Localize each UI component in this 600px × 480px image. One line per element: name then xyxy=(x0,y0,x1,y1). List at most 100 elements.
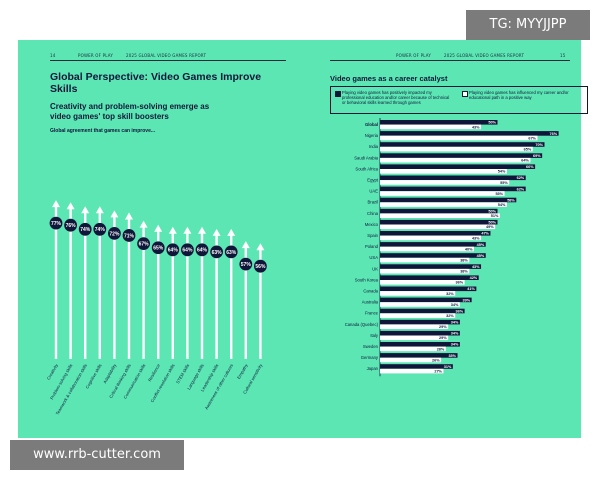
bar-value-label: 34% xyxy=(451,343,459,347)
bar-dark xyxy=(380,242,486,247)
bar-light xyxy=(380,202,507,207)
bar-dark xyxy=(380,253,486,258)
bar-value-label: 40% xyxy=(465,247,473,251)
bar-value-label: 55% xyxy=(500,181,508,185)
bar-value-label: 65% xyxy=(524,148,532,152)
arrow-head xyxy=(95,206,104,214)
left-page-title: Global Perspective: Video Games Improve … xyxy=(50,71,262,95)
value-label: 67% xyxy=(139,242,150,248)
arrow-head xyxy=(154,224,163,232)
bar-light xyxy=(380,313,456,318)
bar-value-label: 49% xyxy=(486,225,494,229)
bar-value-label: 53% xyxy=(495,192,503,196)
arrow-head xyxy=(227,228,236,236)
category-label: India xyxy=(369,144,379,149)
value-label: 57% xyxy=(241,262,252,268)
value-label: 76% xyxy=(66,223,77,229)
bar-light xyxy=(380,213,500,218)
category-label: Empathy xyxy=(236,362,249,380)
legend-label-light: Playing video games has influenced my ca… xyxy=(469,90,569,100)
bar-value-label: 38% xyxy=(460,259,468,263)
bar-light xyxy=(380,291,456,296)
left-page-subtitle: Creativity and problem-solving emerge as… xyxy=(50,102,210,121)
value-label: 74% xyxy=(80,227,91,233)
bar-value-label: 66% xyxy=(526,165,534,169)
bar-dark xyxy=(380,297,472,303)
value-badge xyxy=(151,241,165,255)
legend-label-dark: Playing video games has positively impac… xyxy=(342,90,450,105)
bar-value-label: 29% xyxy=(439,325,447,329)
value-badge xyxy=(49,216,63,230)
category-label: Spain xyxy=(367,233,378,238)
arrow-head xyxy=(66,202,75,210)
bar-value-label: 62% xyxy=(517,187,525,191)
value-badge xyxy=(122,229,136,242)
bar-light xyxy=(380,224,496,230)
value-badge xyxy=(64,218,77,232)
category-label: Canada (Quebec) xyxy=(345,322,379,327)
bar-value-label: 33% xyxy=(448,354,456,358)
category-label: China xyxy=(367,211,379,216)
value-badge xyxy=(181,243,194,257)
bar-light xyxy=(380,280,465,285)
bar-value-label: 43% xyxy=(472,236,480,240)
bar-value-label: 64% xyxy=(521,159,529,163)
value-label: 64% xyxy=(168,248,179,254)
bar-light xyxy=(380,180,510,185)
category-label: UK xyxy=(372,266,378,271)
category-label: UAE xyxy=(369,189,378,194)
bar-dark xyxy=(380,308,465,314)
arrow-head xyxy=(168,226,177,234)
bar-dark xyxy=(380,208,498,214)
category-label: Awareness of other cultures xyxy=(204,363,234,410)
arrow-head xyxy=(241,241,250,249)
bar-value-label: 43% xyxy=(472,265,480,269)
bar-dark xyxy=(380,286,477,292)
bar-value-label: 29% xyxy=(439,336,447,340)
category-label: Canada xyxy=(363,289,378,294)
value-badge xyxy=(108,227,121,240)
arrow-head xyxy=(110,210,119,218)
bar-light xyxy=(380,257,470,263)
category-label: Egypt xyxy=(367,178,379,183)
bar-value-label: 43% xyxy=(472,125,480,129)
bar-value-label: 34% xyxy=(451,332,459,336)
bar-light xyxy=(380,135,538,141)
right-header-rule xyxy=(330,60,570,61)
bar-value-label: 36% xyxy=(455,281,463,285)
bar-light xyxy=(380,357,442,363)
bar-value-label: 42% xyxy=(470,276,478,280)
value-badge xyxy=(210,245,224,259)
value-label: 72% xyxy=(109,231,120,237)
bar-dark xyxy=(380,364,453,369)
legend-swatch-dark xyxy=(335,91,341,97)
category-label: Creativity xyxy=(46,362,60,380)
category-label: STEM skills xyxy=(175,363,190,384)
value-label: 63% xyxy=(212,250,223,256)
bar-value-label: 28% xyxy=(437,347,445,351)
category-label: Adaptability xyxy=(102,362,118,384)
bar-dark xyxy=(380,319,460,325)
left-section-label: POWER OF PLAY xyxy=(78,53,114,58)
bar-value-label: 67% xyxy=(528,136,536,140)
value-label: 64% xyxy=(182,248,193,254)
category-label: Japan xyxy=(367,366,379,371)
category-label: South Africa xyxy=(355,166,378,171)
bar-light xyxy=(380,146,533,152)
watermark-top-badge: TG: MYYJJPP xyxy=(466,10,590,40)
category-label: Teamwork & collaboration skills xyxy=(55,363,88,416)
left-page-number: 14 xyxy=(50,53,56,58)
arrow-head xyxy=(212,228,221,236)
value-label: 77% xyxy=(51,221,62,227)
chart-legend: Playing video games has positively impac… xyxy=(330,86,588,114)
value-label: 64% xyxy=(197,248,208,254)
bar-light xyxy=(380,368,444,374)
bar-value-label: 50% xyxy=(488,121,496,125)
value-badge xyxy=(166,243,180,257)
bar-value-label: 70% xyxy=(535,143,543,147)
category-label: Saudi Arabia xyxy=(354,155,378,160)
bar-light xyxy=(380,302,460,307)
value-badge xyxy=(239,257,253,271)
bar-value-label: 51% xyxy=(491,214,499,218)
category-label: Brazil xyxy=(368,200,379,205)
